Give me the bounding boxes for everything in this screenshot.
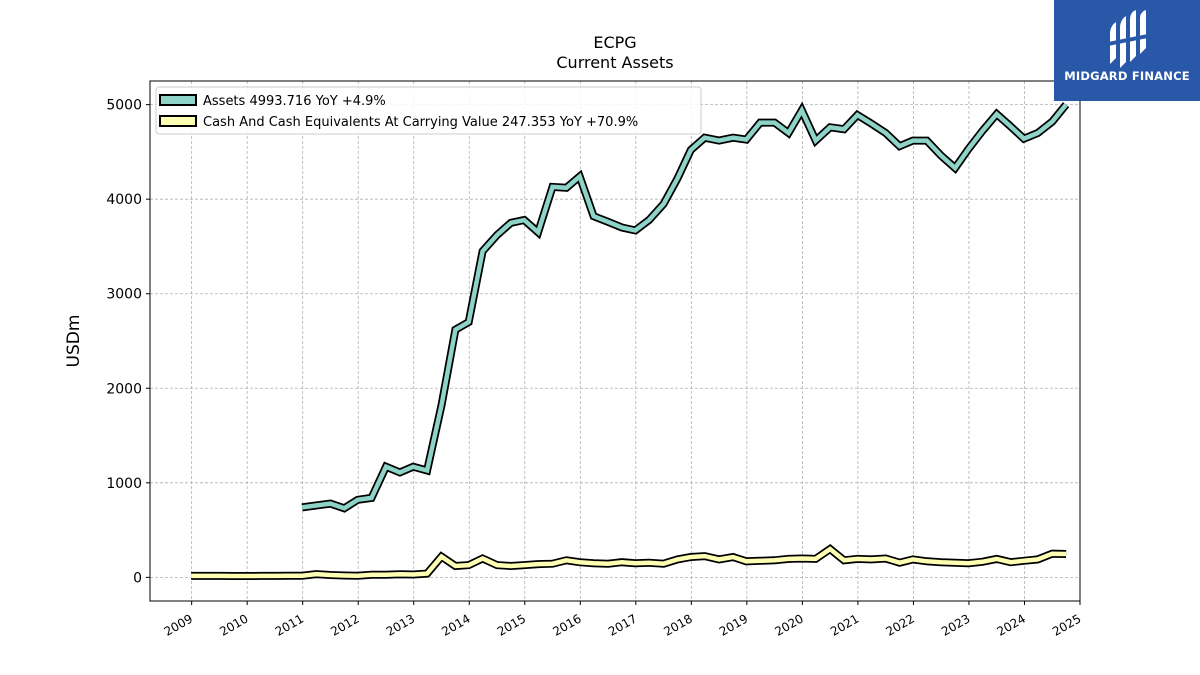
y-tick-label: 3000 [106, 287, 142, 303]
series-1-line [191, 546, 1067, 579]
x-tick-label: 2016 [550, 611, 583, 638]
legend-entry-label: Assets 4993.716 YoY +4.9% [203, 94, 386, 109]
x-tick-label: 2021 [828, 611, 861, 638]
x-tick-label: 2011 [273, 611, 306, 638]
plot-frame [149, 80, 1081, 602]
x-tick-label: 2009 [162, 611, 195, 638]
x-tick-label: 2012 [328, 611, 361, 638]
midgard-logo-icon [1108, 10, 1148, 68]
y-tick-label: 0 [133, 570, 142, 586]
chart-title: ECPG [593, 33, 637, 52]
y-tick-label: 1000 [106, 476, 142, 492]
legend-box [155, 86, 702, 135]
x-tick-label: 2014 [439, 611, 472, 638]
x-tick-label: 2018 [661, 611, 694, 638]
y-axis-ticks: 0 1000 2000 3000 4000 5000 [106, 98, 150, 586]
x-tick-label: 2020 [772, 611, 805, 638]
x-axis-ticks: 2009 2010 2011 2012 2013 2014 2015 2016 2017 2018… [162, 601, 1084, 639]
x-tick-label: 2015 [495, 611, 528, 638]
legend-swatch [159, 94, 197, 106]
logo-text: MIDGARD FINANCE [1064, 69, 1190, 83]
midgard-logo: MIDGARD FINANCE [1054, 0, 1200, 101]
series-0-line [301, 103, 1068, 511]
legend-swatch [159, 115, 197, 127]
y-tick-label: 5000 [106, 98, 142, 114]
chart-subtitle: Current Assets [556, 53, 674, 72]
x-tick-label: 2010 [217, 611, 250, 638]
x-tick-label: 2013 [384, 611, 417, 638]
legend: Assets 4993.716 YoY +4.9% Cash And Cash E… [155, 86, 702, 135]
legend-entry-label: Cash And Cash Equivalents At Carrying Va… [203, 115, 638, 130]
series-lines [191, 101, 1070, 580]
x-tick-label: 2022 [883, 611, 916, 638]
x-tick-label: 2019 [717, 611, 750, 638]
x-tick-label: 2025 [1050, 611, 1083, 638]
y-tick-label: 2000 [106, 381, 142, 397]
x-tick-label: 2023 [939, 611, 972, 638]
x-tick-label: 2024 [995, 611, 1028, 638]
y-tick-label: 4000 [106, 192, 142, 208]
x-tick-label: 2017 [606, 611, 639, 638]
y-axis-label: USDm [64, 315, 84, 368]
